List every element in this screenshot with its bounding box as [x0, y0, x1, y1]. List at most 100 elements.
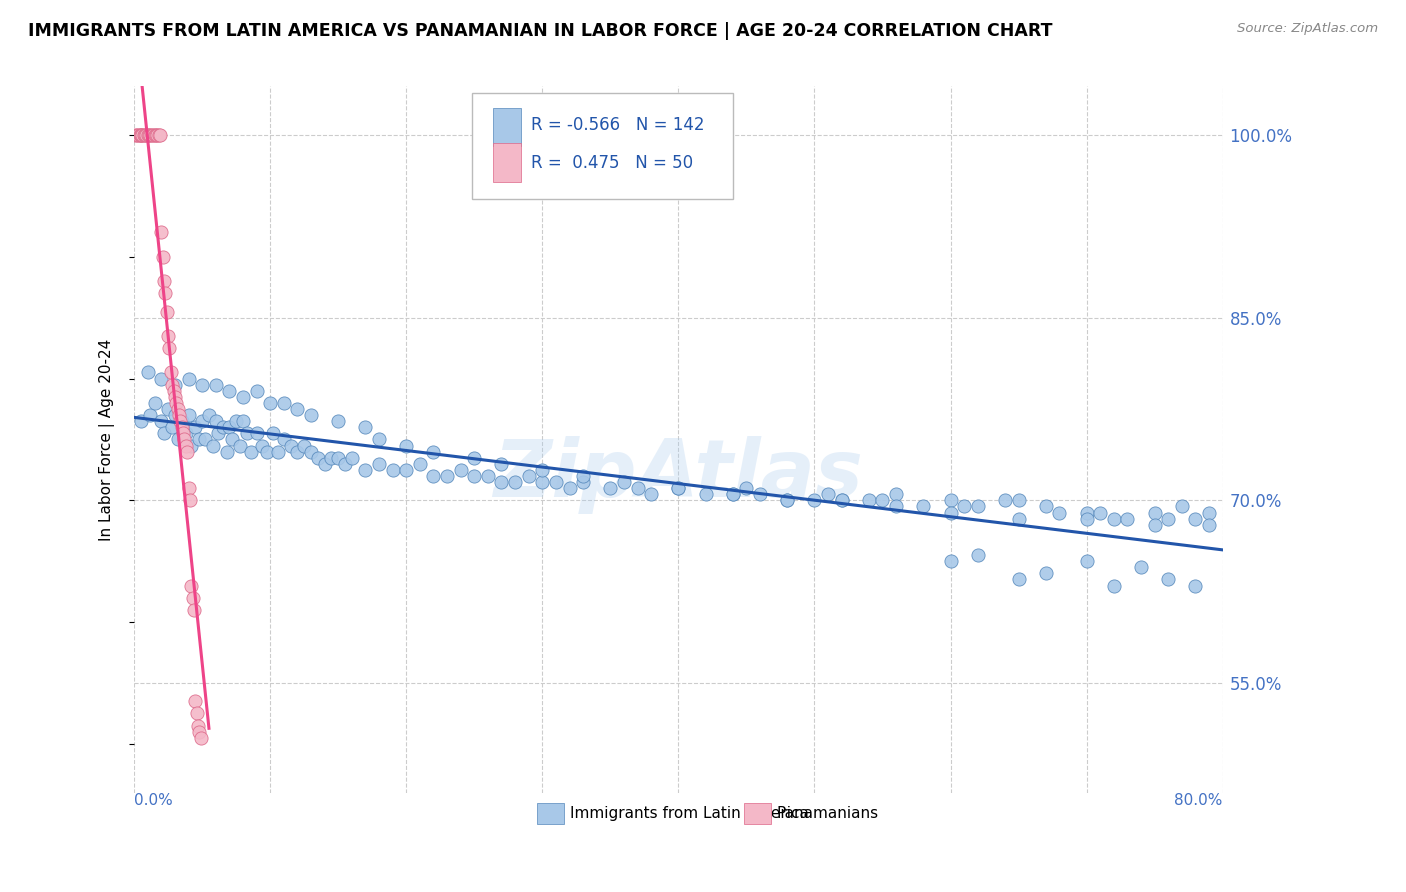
- Point: [136, 128, 159, 142]
- Point: [749, 487, 772, 501]
- Point: [267, 444, 290, 458]
- Point: [141, 128, 163, 142]
- Point: [1143, 506, 1166, 520]
- Point: [188, 433, 211, 447]
- Point: [1035, 500, 1057, 514]
- Point: [307, 450, 329, 465]
- Point: [128, 128, 150, 142]
- Point: [138, 128, 160, 142]
- Point: [262, 426, 284, 441]
- Point: [321, 450, 343, 465]
- Point: [166, 402, 188, 417]
- Point: [159, 341, 181, 355]
- Point: [150, 371, 173, 385]
- Text: Panamanians: Panamanians: [776, 806, 879, 822]
- Point: [422, 444, 444, 458]
- Point: [188, 724, 211, 739]
- Point: [280, 439, 302, 453]
- Point: [1157, 511, 1180, 525]
- Point: [1076, 511, 1098, 525]
- Point: [1102, 578, 1125, 592]
- Text: ZipAtlas: ZipAtlas: [494, 436, 863, 514]
- Point: [1088, 506, 1111, 520]
- Point: [143, 128, 166, 142]
- Point: [599, 481, 621, 495]
- Point: [184, 694, 207, 708]
- Point: [1076, 554, 1098, 568]
- Point: [174, 426, 197, 441]
- Point: [1198, 506, 1220, 520]
- Bar: [494, 143, 520, 182]
- Point: [721, 487, 744, 501]
- Point: [186, 706, 208, 721]
- Point: [162, 384, 184, 398]
- Point: [136, 366, 159, 380]
- Point: [368, 433, 391, 447]
- Point: [174, 439, 197, 453]
- Point: [422, 469, 444, 483]
- Point: [1047, 506, 1070, 520]
- Point: [1184, 511, 1206, 525]
- Point: [190, 731, 212, 745]
- Point: [436, 469, 458, 483]
- Point: [695, 487, 717, 501]
- Point: [831, 493, 853, 508]
- Point: [179, 493, 201, 508]
- Point: [328, 450, 350, 465]
- Point: [225, 414, 247, 428]
- Point: [170, 420, 193, 434]
- Point: [184, 420, 207, 434]
- Text: IMMIGRANTS FROM LATIN AMERICA VS PANAMANIAN IN LABOR FORCE | AGE 20-24 CORRELATI: IMMIGRANTS FROM LATIN AMERICA VS PANAMAN…: [28, 22, 1053, 40]
- Point: [831, 493, 853, 508]
- Text: 0.0%: 0.0%: [134, 793, 173, 807]
- Text: Immigrants from Latin America: Immigrants from Latin America: [569, 806, 808, 822]
- Point: [872, 493, 894, 508]
- Point: [1130, 560, 1153, 574]
- Bar: [494, 108, 520, 146]
- Point: [273, 396, 295, 410]
- Point: [884, 500, 907, 514]
- Point: [287, 444, 309, 458]
- Point: [259, 396, 281, 410]
- Point: [939, 493, 962, 508]
- Point: [177, 371, 200, 385]
- Point: [150, 226, 173, 240]
- Point: [131, 128, 153, 142]
- Point: [155, 286, 177, 301]
- Point: [180, 439, 202, 453]
- Point: [994, 493, 1017, 508]
- Point: [245, 384, 267, 398]
- Point: [153, 274, 176, 288]
- Point: [139, 408, 162, 422]
- Point: [170, 414, 193, 428]
- Point: [491, 457, 513, 471]
- Point: [157, 329, 180, 343]
- Point: [177, 481, 200, 495]
- Point: [966, 548, 988, 562]
- Point: [912, 500, 935, 514]
- Point: [721, 487, 744, 501]
- Point: [858, 493, 880, 508]
- Point: [191, 414, 214, 428]
- Point: [166, 433, 188, 447]
- Point: [287, 402, 309, 417]
- Point: [187, 718, 209, 732]
- Point: [221, 433, 243, 447]
- Point: [150, 414, 173, 428]
- Point: [1035, 566, 1057, 581]
- Point: [1116, 511, 1139, 525]
- Point: [177, 408, 200, 422]
- Point: [181, 591, 204, 605]
- Point: [167, 408, 190, 422]
- Point: [803, 493, 825, 508]
- Point: [129, 128, 152, 142]
- Point: [142, 128, 165, 142]
- Point: [163, 377, 186, 392]
- Point: [572, 469, 595, 483]
- Point: [292, 439, 315, 453]
- Point: [229, 439, 252, 453]
- Point: [157, 402, 180, 417]
- Point: [163, 408, 186, 422]
- Point: [153, 426, 176, 441]
- Point: [232, 414, 254, 428]
